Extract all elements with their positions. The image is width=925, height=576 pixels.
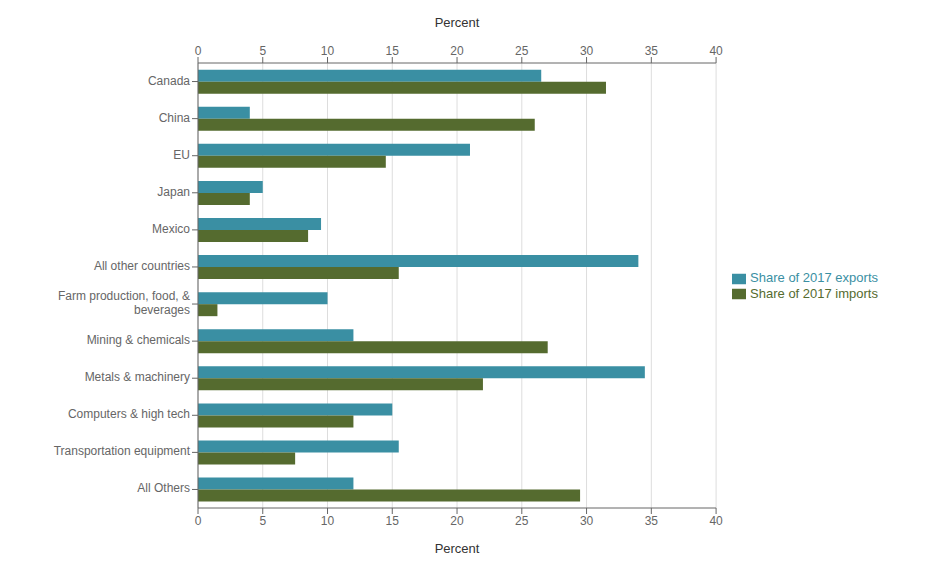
svg-text:All other countries: All other countries	[94, 259, 190, 273]
svg-text:20: 20	[450, 514, 464, 528]
html-text:Share of 2017 exports: Share of 2017 exports	[750, 269, 878, 285]
svg-text:China: China	[159, 111, 191, 125]
svg-text:25: 25	[515, 44, 529, 58]
svg-text:Transportation equipment: Transportation equipment	[54, 445, 191, 459]
svg-text:Mexico: Mexico	[152, 222, 190, 236]
svg-text:Mining & chemicals: Mining & chemicals	[87, 333, 190, 347]
svg-text:25: 25	[515, 514, 529, 528]
svg-text:All Others: All Others	[137, 482, 190, 496]
svg-text:30: 30	[580, 514, 594, 528]
svg-text:10: 10	[321, 44, 335, 58]
svg-text:5: 5	[259, 514, 266, 528]
svg-text:Computers & high tech: Computers & high tech	[68, 407, 190, 421]
svg-text:Percent: Percent	[435, 15, 480, 30]
svg-text:40: 40	[709, 514, 723, 528]
svg-text:Metals & machinery: Metals & machinery	[85, 370, 190, 384]
svg-text:15: 15	[386, 44, 400, 58]
svg-text:EU: EU	[173, 148, 190, 162]
svg-text:35: 35	[645, 44, 659, 58]
svg-text:10: 10	[321, 514, 335, 528]
svg-text:Farm production, food, &bevera: Farm production, food, &beverages	[58, 289, 190, 317]
svg-text:0: 0	[195, 44, 202, 58]
svg-text:Canada: Canada	[148, 74, 190, 88]
html-text:Share of 2017 imports: Share of 2017 imports	[750, 285, 878, 301]
svg-text:Percent: Percent	[435, 541, 480, 556]
svg-text:30: 30	[580, 44, 594, 58]
svg-text:20: 20	[450, 44, 464, 58]
svg-text:15: 15	[386, 514, 400, 528]
svg-text:Japan: Japan	[157, 185, 190, 199]
svg-text:40: 40	[709, 44, 723, 58]
svg-text:0: 0	[195, 514, 202, 528]
svg-text:35: 35	[645, 514, 659, 528]
svg-text:5: 5	[259, 44, 266, 58]
